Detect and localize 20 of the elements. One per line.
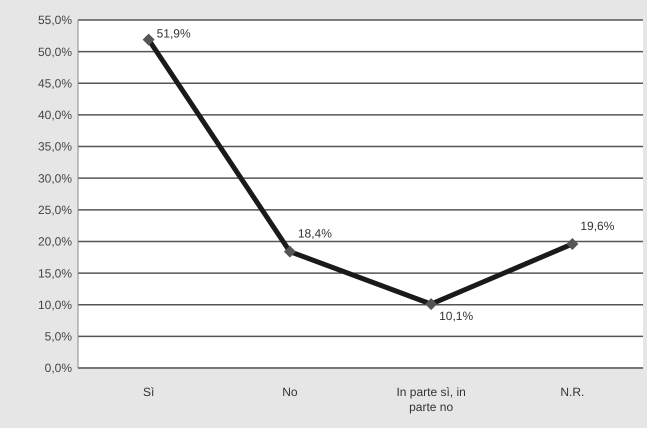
data-label: 51,9% (156, 26, 191, 41)
y-tick-label: 55,0% (38, 13, 72, 28)
x-tick-label: Sì (142, 385, 154, 399)
y-tick-label: 0,0% (44, 361, 72, 376)
y-tick-label: 15,0% (38, 266, 72, 280)
y-tick-label: 30,0% (38, 171, 72, 186)
x-tick-label: No (282, 385, 298, 399)
y-tick-label: 25,0% (38, 203, 72, 218)
y-tick-label: 35,0% (38, 140, 72, 154)
y-tick-label: 20,0% (38, 234, 72, 249)
y-tick-label: 40,0% (38, 108, 72, 122)
y-tick-label: 10,0% (38, 298, 72, 312)
y-tick-label: 5,0% (44, 330, 72, 344)
y-tick-label: 50,0% (38, 44, 72, 59)
x-tick-label: N.R. (560, 385, 584, 399)
y-tick-label: 45,0% (38, 76, 72, 90)
data-label: 18,4% (298, 226, 332, 241)
data-label: 19,6% (580, 218, 615, 233)
x-tick-label: In parte sì, in parte no (396, 385, 466, 414)
data-label: 10,1% (439, 309, 474, 324)
